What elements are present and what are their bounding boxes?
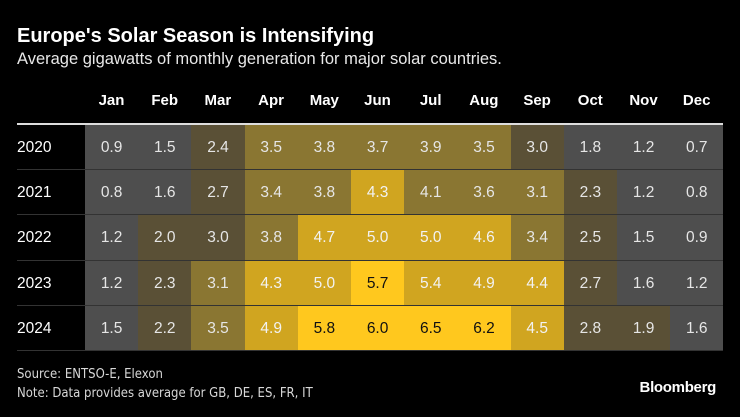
heatmap-cell: 1.6 bbox=[138, 170, 192, 216]
heatmap-cell: 1.2 bbox=[617, 125, 671, 170]
heatmap-cell: 4.3 bbox=[351, 170, 405, 216]
heatmap-cell: 3.4 bbox=[510, 215, 564, 261]
column-header: Jan bbox=[98, 92, 125, 109]
chart-subtitle: Average gigawatts of monthly generation … bbox=[17, 50, 502, 68]
data-note: Note: Data provides average for GB, DE, … bbox=[17, 386, 313, 401]
heatmap-cell: 0.8 bbox=[85, 170, 139, 216]
column-header: Aug bbox=[469, 92, 499, 109]
column-header: Jul bbox=[419, 92, 442, 109]
heatmap-cell: 5.4 bbox=[404, 260, 458, 306]
heatmap-cell: 3.7 bbox=[351, 125, 405, 170]
row-divider bbox=[17, 259, 723, 261]
row-label: 2023 bbox=[17, 274, 52, 292]
heatmap-cell: 3.6 bbox=[457, 170, 511, 216]
heatmap-cell: 4.1 bbox=[404, 170, 458, 216]
bloomberg-logo: Bloomberg bbox=[639, 379, 717, 396]
heatmap-cell: 1.5 bbox=[617, 215, 671, 261]
row-label: 2021 bbox=[17, 184, 52, 202]
heatmap-cell: 2.2 bbox=[138, 305, 192, 351]
heatmap-cell: 5.0 bbox=[297, 260, 351, 306]
heatmap-cell: 4.6 bbox=[457, 215, 511, 261]
header-divider bbox=[17, 123, 723, 125]
chart-title: Europe's Solar Season is Intensifying bbox=[17, 25, 375, 47]
heatmap-cell: 0.8 bbox=[670, 170, 724, 216]
heatmap-cell: 2.5 bbox=[563, 215, 617, 261]
heatmap-cell: 0.9 bbox=[670, 215, 724, 261]
heatmap-cell: 4.3 bbox=[244, 260, 298, 306]
heatmap-cell: 1.9 bbox=[617, 305, 671, 351]
heatmap-cell: 3.4 bbox=[244, 170, 298, 216]
heatmap-cell: 3.8 bbox=[297, 170, 351, 216]
heatmap-cell: 3.5 bbox=[244, 125, 298, 170]
heatmap-cell: 1.5 bbox=[85, 305, 139, 351]
row-divider bbox=[17, 350, 723, 351]
heatmap-cell: 3.8 bbox=[297, 125, 351, 170]
heatmap-cell: 3.5 bbox=[457, 125, 511, 170]
heatmap-cell: 3.5 bbox=[191, 305, 245, 351]
heatmap-cell: 3.1 bbox=[510, 170, 564, 216]
heatmap-cell: 3.0 bbox=[510, 125, 564, 170]
column-header: Jun bbox=[364, 92, 391, 109]
heatmap-cell: 6.5 bbox=[404, 305, 458, 351]
column-header: Nov bbox=[629, 92, 658, 109]
row-label: 2022 bbox=[17, 229, 52, 247]
heatmap-cell: 4.9 bbox=[457, 260, 511, 306]
row-divider bbox=[17, 214, 723, 216]
heatmap-cell: 2.4 bbox=[191, 125, 245, 170]
heatmap-cell: 3.1 bbox=[191, 260, 245, 306]
column-header: May bbox=[309, 92, 339, 109]
heatmap-cell: 2.8 bbox=[563, 305, 617, 351]
heatmap-cell: 1.8 bbox=[563, 125, 617, 170]
column-header: Feb bbox=[151, 92, 179, 109]
heatmap-cell: 2.3 bbox=[563, 170, 617, 216]
heatmap-cell: 2.0 bbox=[138, 215, 192, 261]
heatmap-cell: 5.7 bbox=[351, 260, 405, 306]
column-header: Oct bbox=[577, 92, 603, 109]
source-note: Source: ENTSO-E, Elexon bbox=[17, 367, 163, 382]
heatmap-cell: 3.9 bbox=[404, 125, 458, 170]
heatmap-cell: 4.9 bbox=[244, 305, 298, 351]
heatmap-cell: 1.6 bbox=[670, 305, 724, 351]
column-header: Sep bbox=[523, 92, 551, 109]
heatmap-cell: 3.8 bbox=[244, 215, 298, 261]
heatmap-cell: 1.6 bbox=[617, 260, 671, 306]
heatmap-cell: 4.5 bbox=[510, 305, 564, 351]
row-label: 2024 bbox=[17, 319, 52, 337]
heatmap-cell: 6.0 bbox=[351, 305, 405, 351]
heatmap-cell: 2.3 bbox=[138, 260, 192, 306]
heatmap-cell: 4.4 bbox=[510, 260, 564, 306]
row-divider bbox=[17, 304, 723, 306]
heatmap-cell: 4.7 bbox=[297, 215, 351, 261]
heatmap-cell: 0.9 bbox=[85, 125, 139, 170]
heatmap-cell: 1.2 bbox=[85, 215, 139, 261]
row-label: 2020 bbox=[17, 139, 52, 156]
heatmap-cell: 1.2 bbox=[617, 170, 671, 216]
heatmap-cell: 6.2 bbox=[457, 305, 511, 351]
column-header: Dec bbox=[682, 92, 711, 109]
heatmap-cell: 2.7 bbox=[191, 170, 245, 216]
heatmap-cell: 1.2 bbox=[670, 260, 724, 306]
heatmap-cell: 1.5 bbox=[138, 125, 192, 170]
heatmap-cell: 5.8 bbox=[297, 305, 351, 351]
heatmap-cell: 0.7 bbox=[670, 125, 724, 170]
heatmap-cell: 5.0 bbox=[404, 215, 458, 261]
row-divider bbox=[17, 169, 723, 171]
heatmap-cell: 1.2 bbox=[85, 260, 139, 306]
heatmap-cell: 3.0 bbox=[191, 215, 245, 261]
heatmap-cell: 2.7 bbox=[563, 260, 617, 306]
column-header: Mar bbox=[204, 92, 232, 109]
column-header: Apr bbox=[258, 92, 285, 109]
heatmap-cell: 5.0 bbox=[351, 215, 405, 261]
